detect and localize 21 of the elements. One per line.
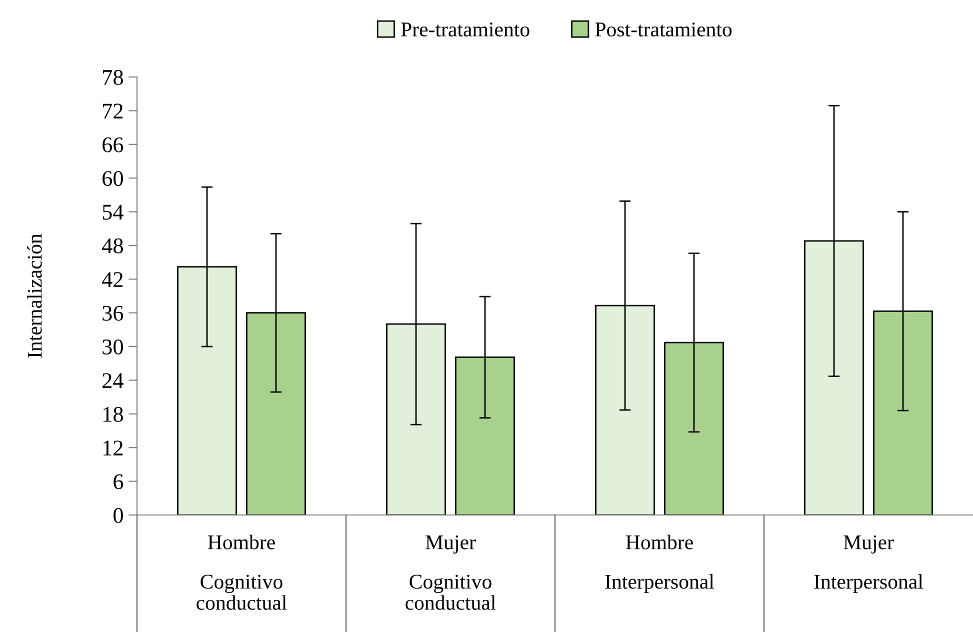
y-tick-label: 66 <box>102 137 124 152</box>
legend-label: Post-tratamiento <box>595 22 732 36</box>
y-tick-label: 60 <box>102 171 123 186</box>
y-tick-label: 54 <box>102 204 124 220</box>
y-tick-label: 30 <box>102 339 123 354</box>
category-label: Hombre Cognitivo conductual <box>196 534 287 610</box>
y-tick-label: 78 <box>103 70 123 85</box>
x-tick-label: Mujer Interpersonal <box>814 535 924 594</box>
y-tick-label: 72 <box>103 104 123 118</box>
y-tick-label: 18 <box>104 406 123 422</box>
y-tick-label: 48 <box>102 238 123 254</box>
legend-label: Pre-tratamiento <box>401 22 530 36</box>
y-axis-title: Internalización <box>27 234 42 358</box>
y-tick-label: 12 <box>104 440 123 456</box>
y-tick-label: 24 <box>102 373 124 388</box>
x-tick-label: Mujer Cognitivo conductual <box>406 535 496 610</box>
x-tick-label: Hombre Interpersonal <box>605 534 714 594</box>
y-tick-label: 42 <box>102 272 123 287</box>
y-tick-label: 6 <box>114 474 124 490</box>
y-tick-label: 36 <box>102 306 124 321</box>
y-tick-label: 0 <box>114 508 123 523</box>
